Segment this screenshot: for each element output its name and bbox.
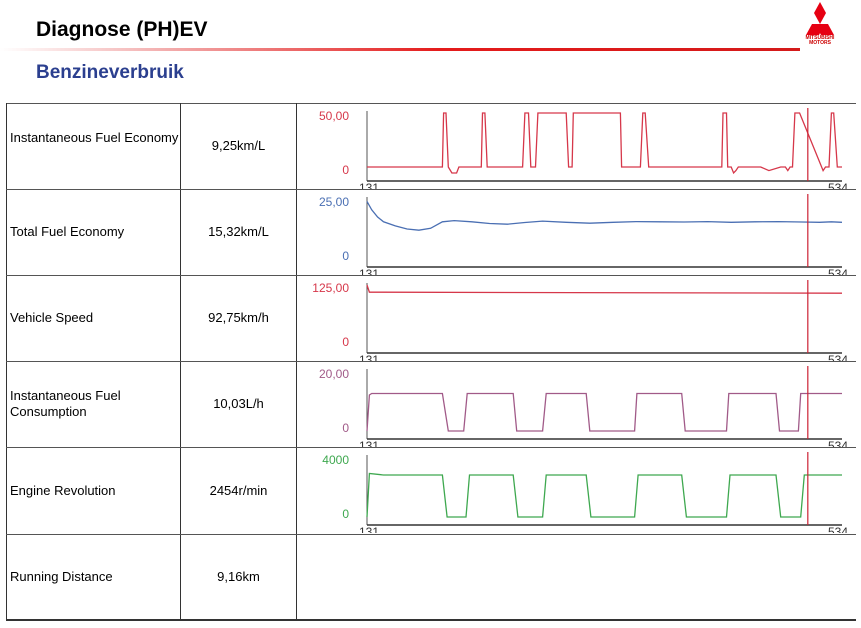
row-label: Instantaneous Fuel Economy xyxy=(10,130,179,145)
y-tick-label: 0 xyxy=(342,507,349,521)
page-title: Diagnose (PH)EV xyxy=(36,18,208,41)
series-line xyxy=(366,284,843,294)
chart-3: 20,00 0 131 534 xyxy=(319,366,848,447)
row-label: Vehicle Speed xyxy=(10,310,94,325)
row-value: 92,75km/h xyxy=(208,310,269,325)
page-subtitle: Benzineverbruik xyxy=(36,62,184,83)
chart-0: 50,00 0 131 534 xyxy=(319,108,848,189)
table-row-divider xyxy=(6,447,856,448)
logo-wordmark: MITSUBISHI MOTORS xyxy=(805,35,835,46)
y-tick-label: 25,00 xyxy=(319,195,349,209)
chart-1: 25,00 0 131 534 xyxy=(319,194,848,275)
y-tick-label: 0 xyxy=(342,249,349,263)
table-border-bottom xyxy=(6,619,856,621)
series-line xyxy=(367,112,842,175)
x-tick-label: 534 xyxy=(828,525,848,533)
mitsubishi-logo-icon xyxy=(806,2,834,35)
y-tick-label: 4000 xyxy=(322,453,349,467)
table-row-divider xyxy=(6,189,856,190)
table-row-divider xyxy=(6,534,856,535)
x-tick-label: 131 xyxy=(359,353,379,361)
chart-4: 4000 0 131 534 xyxy=(322,452,848,533)
y-tick-label: 125,00 xyxy=(312,281,349,295)
x-tick-label: 534 xyxy=(828,353,848,361)
row-value: 9,16km xyxy=(217,568,260,584)
row-label: Total Fuel Economy xyxy=(10,224,125,239)
row-label: Running Distance xyxy=(10,568,113,584)
x-tick-label: 131 xyxy=(359,181,379,189)
chart-2: 125,00 0 131 534 xyxy=(312,280,848,361)
x-tick-label: 131 xyxy=(359,439,379,447)
row-label: Instantaneous Fuel Consumption xyxy=(10,388,121,419)
table-border-top xyxy=(6,103,856,104)
row-label: Engine Revolution xyxy=(10,482,116,498)
y-tick-label: 0 xyxy=(342,335,349,349)
y-tick-label: 0 xyxy=(342,421,349,435)
table-row-divider xyxy=(6,361,856,362)
row-value: 10,03L/h xyxy=(213,396,264,411)
series-line xyxy=(366,472,842,518)
y-tick-label: 0 xyxy=(342,163,349,177)
x-tick-label: 131 xyxy=(359,267,379,275)
y-tick-label: 50,00 xyxy=(319,109,349,123)
x-tick-label: 534 xyxy=(828,267,848,275)
series-line xyxy=(366,201,843,231)
y-tick-label: 20,00 xyxy=(319,367,349,381)
x-tick-label: 534 xyxy=(828,181,848,189)
row-value: 15,32km/L xyxy=(208,224,269,239)
table-row-divider xyxy=(6,275,856,276)
x-tick-label: 534 xyxy=(828,439,848,447)
row-value: 9,25km/L xyxy=(211,138,266,153)
header-divider xyxy=(0,48,800,51)
row-value: 2454r/min xyxy=(209,482,268,498)
series-line xyxy=(366,392,842,432)
x-tick-label: 131 xyxy=(359,525,379,533)
